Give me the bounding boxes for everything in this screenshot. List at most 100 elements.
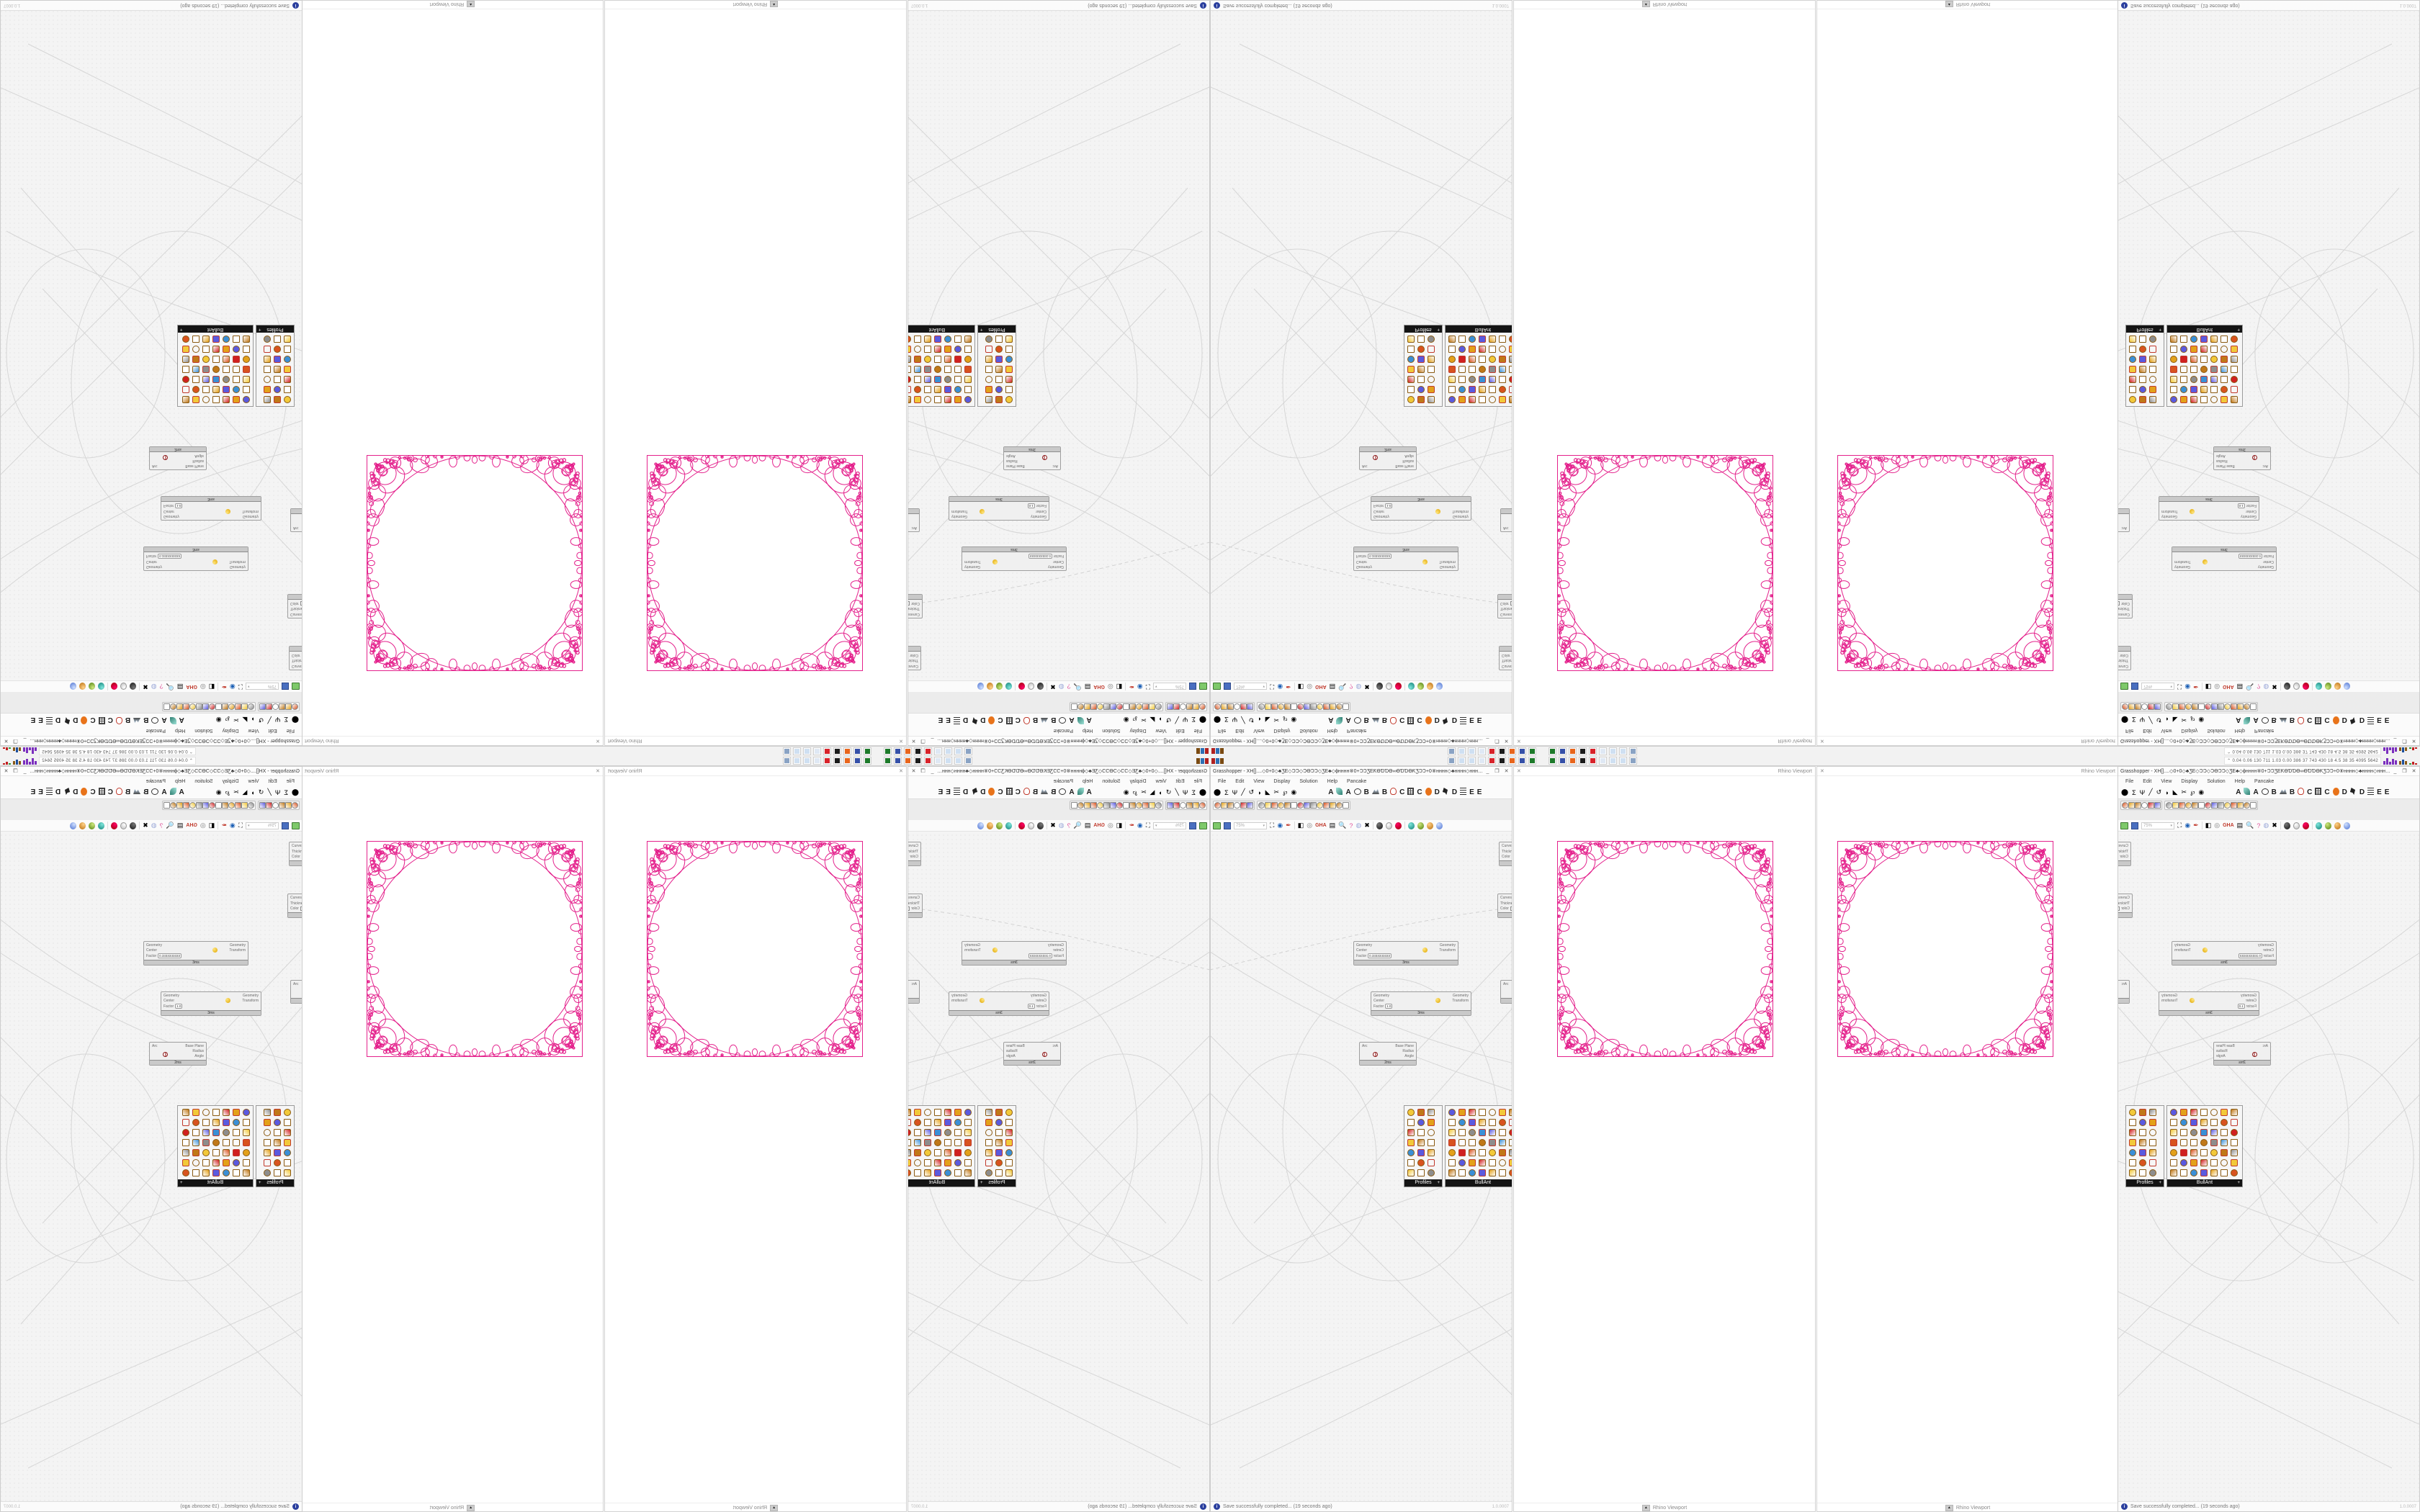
palette-component-17[interactable] xyxy=(994,1158,1004,1168)
palette-component-11[interactable] xyxy=(1477,384,1487,395)
component-icon-2[interactable] xyxy=(2172,802,2179,809)
palette-component-1[interactable] xyxy=(1447,1107,1457,1117)
palette-component-3[interactable] xyxy=(2189,395,2199,405)
mesh-icon[interactable]: ✖ xyxy=(2272,683,2277,690)
component-icon-4[interactable] xyxy=(2141,703,2148,710)
gh-node-scale[interactable]: Geometry Geometry Center Transform Factor 1.0… xyxy=(161,496,261,521)
component-icon-10[interactable] xyxy=(2224,802,2231,809)
ribbon-tab-c-5[interactable]: C xyxy=(998,716,1003,724)
palette-component-19[interactable] xyxy=(2209,374,2219,384)
component-icon-3[interactable] xyxy=(1271,703,1278,710)
palette-group-profiles[interactable] xyxy=(1165,801,1207,810)
node-param-row[interactable]: Geometry Geometry xyxy=(163,994,259,998)
palette-component-27[interactable] xyxy=(2219,1138,2229,1148)
scissors-icon[interactable]: ✂ xyxy=(233,788,239,796)
menu-bar-secondary[interactable]: File Edit View Display Solution Help Pancake xyxy=(1,726,302,736)
component-icon-10[interactable] xyxy=(1317,802,1323,809)
palette-component-3[interactable] xyxy=(2148,395,2158,405)
open-folder-icon[interactable] xyxy=(292,822,300,829)
viewport-pin-icon[interactable]: ▲ xyxy=(467,1504,475,1511)
grasshopper-titlebar[interactable]: Grasshopper - XH[]....◇0+0◇♣ƷE◇ƆƆ◇ƆƟƆƆ◇Ʒ… xyxy=(1211,736,1512,745)
palette-component-4[interactable] xyxy=(933,1107,943,1117)
node-param-row[interactable]: Radius xyxy=(2216,459,2268,463)
droplet-icon[interactable]: ◗ xyxy=(1158,716,1162,724)
node-param-row[interactable]: Center Transform xyxy=(1356,559,1456,564)
arrow-icon[interactable]: ╱ xyxy=(267,716,272,724)
color-swatch-white[interactable] xyxy=(2118,906,2120,911)
palette-profiles[interactable]: Profiles xyxy=(977,325,1016,407)
palette-profiles-caption[interactable]: Profiles xyxy=(978,1179,1016,1187)
palette-component-39[interactable] xyxy=(2199,344,2209,354)
palette-component-19[interactable] xyxy=(201,1128,211,1138)
component-icon-2[interactable] xyxy=(1221,802,1227,809)
spiral-icon[interactable]: ℘ xyxy=(1132,788,1137,796)
profiler-icon[interactable]: ◎ xyxy=(200,822,206,829)
node-param-row[interactable]: Angle xyxy=(2118,992,2127,996)
taskbar[interactable]: ⌃ 0.04 0.06 130 711 1.03 0.00 386 37 743… xyxy=(0,746,1210,756)
ribbon-palette-strip-secondary[interactable] xyxy=(2118,798,2419,820)
palette-component-18[interactable] xyxy=(984,344,994,354)
viewport-canvas-left[interactable] xyxy=(1514,776,1815,1503)
blob-icon[interactable]: ⬤ xyxy=(1198,716,1206,724)
gh-node-scale[interactable]: Geometry Geometry Center Transform Factor 1.0… xyxy=(2159,496,2259,521)
palette-component-21[interactable] xyxy=(984,334,994,344)
palette-component-26[interactable] xyxy=(923,1138,933,1148)
palette-component-30[interactable] xyxy=(231,1148,241,1158)
notes-icon[interactable]: ▤ xyxy=(2236,683,2244,690)
palette-component-25[interactable] xyxy=(933,1138,943,1148)
grasshopper-canvas-secondary[interactable]: 75% ⛶ ◉ ✒ ◧ ◎ GHA ▤ 🔍 ? ◍ ✖ xyxy=(1,11,302,692)
gh-node-scale[interactable]: Geometry Geometry Center Transform Factor 1.0… xyxy=(949,496,1049,521)
ribbon-tab-c-4[interactable]: C xyxy=(107,788,113,796)
palette-component-23[interactable] xyxy=(1457,1138,1467,1148)
palette-component-31[interactable] xyxy=(943,354,953,364)
node-value[interactable]: 0.3333333333 xyxy=(1028,554,1052,559)
palette-component-30[interactable] xyxy=(2179,1148,2189,1158)
palette-component-13[interactable] xyxy=(1004,1148,1014,1158)
palette-component-5[interactable] xyxy=(201,1107,211,1117)
balloon-icon[interactable]: ◍ xyxy=(2263,822,2269,829)
node-param-row[interactable]: Radius xyxy=(293,987,302,991)
menu-item-help[interactable]: Help xyxy=(1327,778,1338,784)
palette-component-25[interactable] xyxy=(1477,364,1487,374)
maximize-button[interactable]: ❐ xyxy=(2402,768,2407,774)
node-param-row[interactable]: Color xyxy=(292,653,302,657)
notes-icon[interactable]: ▤ xyxy=(1329,822,1336,829)
palette-component-13[interactable] xyxy=(1497,384,1507,395)
node-param-row[interactable]: Thickness1.0 xyxy=(908,606,920,611)
menu-item-help[interactable]: Help xyxy=(174,778,186,784)
palette-component-16[interactable] xyxy=(1004,1158,1014,1168)
palette-component-18[interactable] xyxy=(1477,374,1487,384)
node-param-row[interactable]: Geometry Geometry xyxy=(1356,564,1456,569)
palette-component-29[interactable] xyxy=(963,354,973,364)
palette-component-37[interactable] xyxy=(2179,1158,2189,1168)
curve-icon[interactable]: ↺ xyxy=(258,716,264,724)
palette-component-6[interactable] xyxy=(262,384,272,395)
document-icon[interactable] xyxy=(954,747,962,755)
ribbon-tab-a-1[interactable]: A xyxy=(161,788,167,796)
palette-component-45[interactable] xyxy=(1467,334,1477,344)
palette-component-22[interactable] xyxy=(1447,364,1457,374)
viewport-tab-right[interactable]: Rhino Viewport xyxy=(1955,1505,1991,1511)
grid-icon[interactable] xyxy=(1407,715,1415,724)
palette-component-26[interactable] xyxy=(201,1138,211,1148)
palette-component-29[interactable] xyxy=(1447,1148,1457,1158)
profiler-icon[interactable]: ◎ xyxy=(2214,683,2220,690)
gh-node-custom-preview[interactable]: CurvesThickness1.0Color0ms xyxy=(1497,894,1512,918)
ribbon-tab-d-6[interactable]: D xyxy=(980,716,986,724)
palette-component-12[interactable] xyxy=(2209,384,2219,395)
node-param-row[interactable]: Thickness1.0 xyxy=(908,658,918,663)
palette-component-5[interactable] xyxy=(1416,1117,1426,1128)
droplet-icon[interactable]: ◗ xyxy=(2165,788,2169,796)
palette-component-24[interactable] xyxy=(943,1138,953,1148)
palette-component-13[interactable] xyxy=(2219,384,2229,395)
palette-component-34[interactable] xyxy=(913,1148,923,1158)
terrain-icon[interactable] xyxy=(2279,788,2287,796)
ribbon-tab-a-0[interactable]: A xyxy=(2236,788,2241,796)
menu-item-display[interactable]: Display xyxy=(222,778,239,784)
ribbon-tab-e-8[interactable]: E xyxy=(2377,716,2382,724)
